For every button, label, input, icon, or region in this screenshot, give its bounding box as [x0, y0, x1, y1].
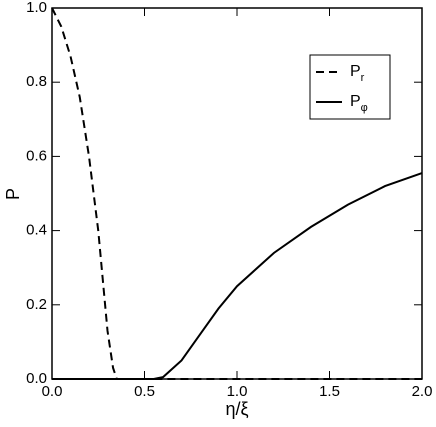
x-axis-label: η/ξ — [225, 399, 248, 419]
x-tick-label: 2.0 — [412, 383, 433, 400]
legend-label: Pr — [350, 63, 365, 84]
x-tick-label: 0.5 — [134, 383, 155, 400]
series-line — [52, 172, 423, 380]
legend-box — [309, 54, 391, 120]
y-axis-label: P — [3, 188, 23, 200]
y-tick-label: 1.0 — [26, 0, 47, 16]
y-tick-label: 0.4 — [26, 222, 47, 239]
x-tick-label: 1.5 — [319, 383, 340, 400]
x-tick-label: 0.0 — [42, 383, 63, 400]
y-tick-label: 0.2 — [26, 296, 47, 313]
y-tick-label: 0.6 — [26, 147, 47, 164]
y-tick-label: 0.0 — [26, 370, 47, 387]
y-tick-label: 0.8 — [26, 73, 47, 90]
x-tick-label: 1.0 — [227, 383, 248, 400]
legend-label: Pφ — [350, 93, 368, 114]
